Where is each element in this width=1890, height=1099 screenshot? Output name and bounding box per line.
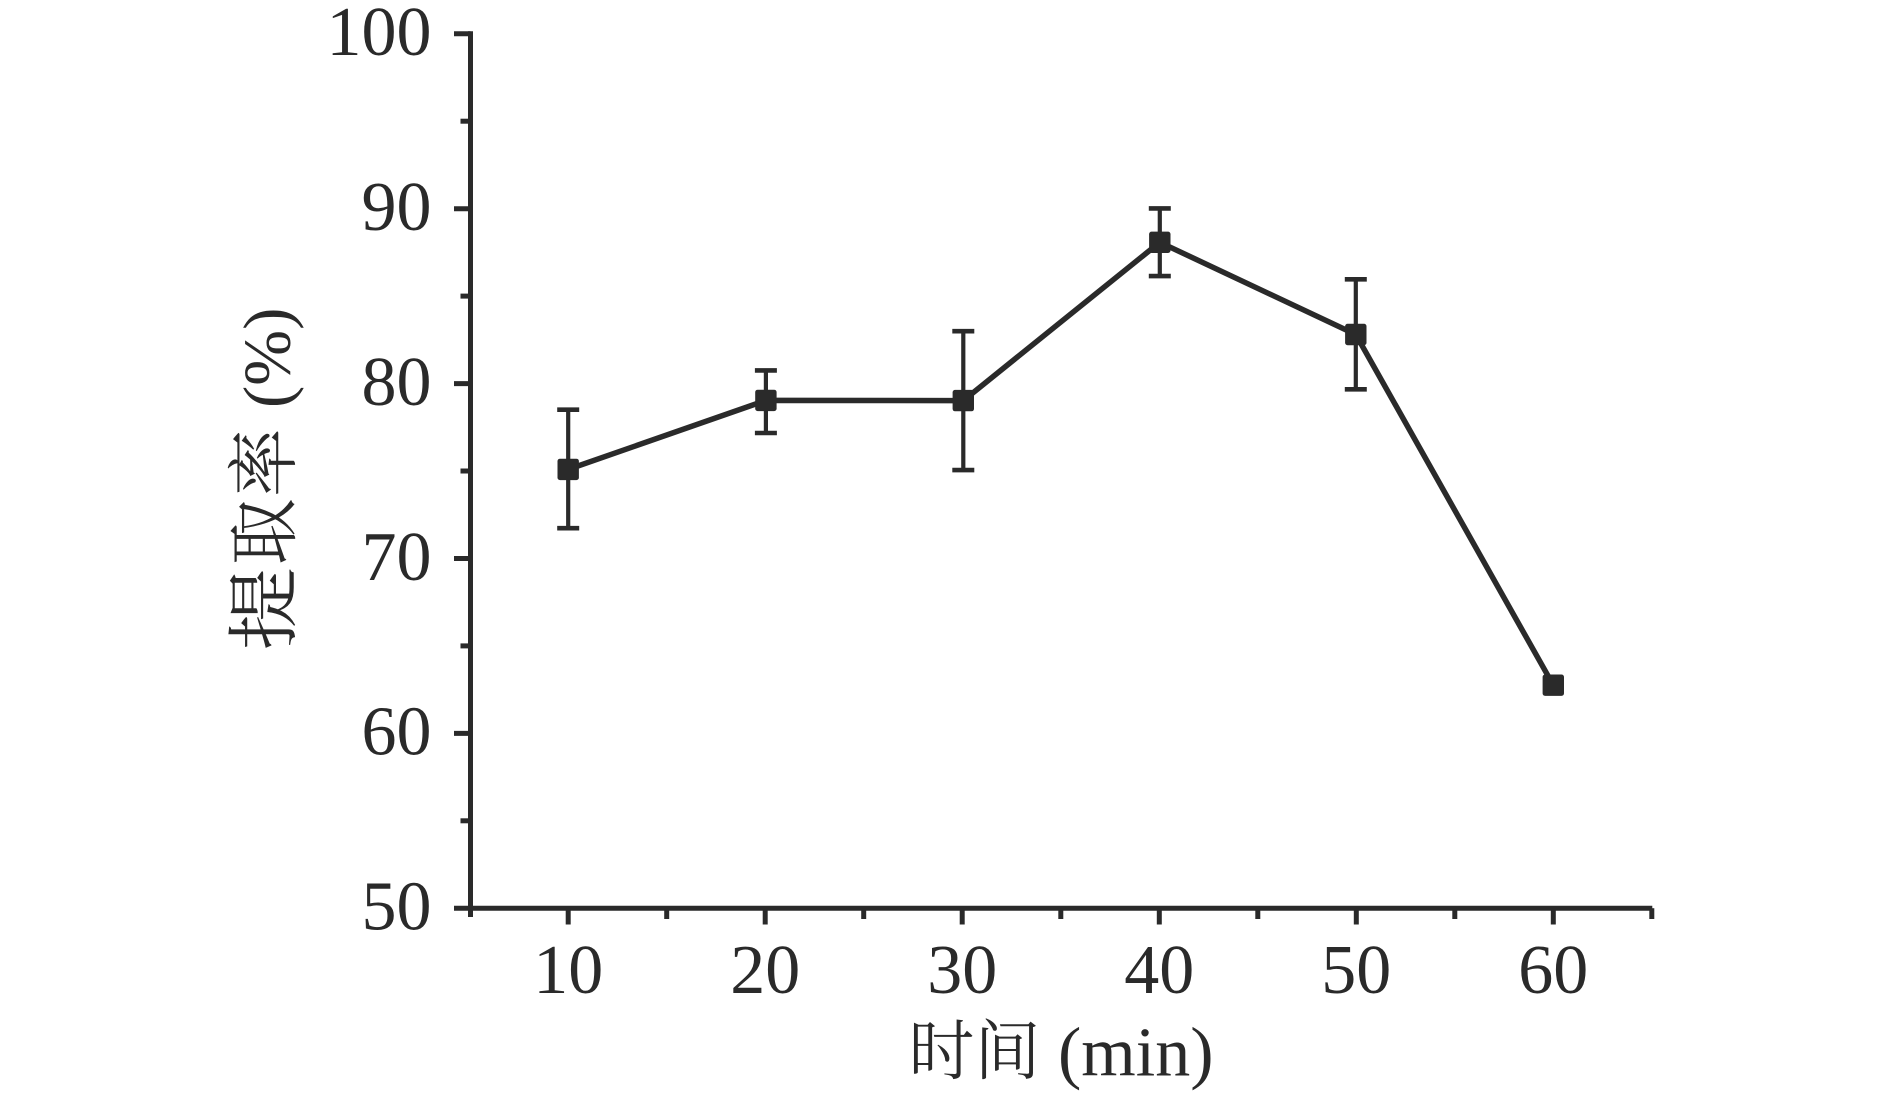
svg-text:60: 60 <box>362 694 432 771</box>
svg-text:80: 80 <box>362 344 432 421</box>
svg-text:(%): (%) <box>231 308 305 408</box>
svg-text:30: 30 <box>927 932 997 1009</box>
svg-text:(min): (min) <box>1058 1015 1214 1092</box>
svg-text:90: 90 <box>362 169 432 246</box>
svg-text:70: 70 <box>362 519 432 596</box>
svg-text:100: 100 <box>327 0 432 71</box>
svg-text:40: 40 <box>1124 932 1194 1009</box>
svg-text:50: 50 <box>362 869 432 946</box>
svg-text:10: 10 <box>533 932 603 1009</box>
svg-text:60: 60 <box>1518 932 1588 1009</box>
svg-text:20: 20 <box>730 932 800 1009</box>
svg-text:50: 50 <box>1321 932 1391 1009</box>
